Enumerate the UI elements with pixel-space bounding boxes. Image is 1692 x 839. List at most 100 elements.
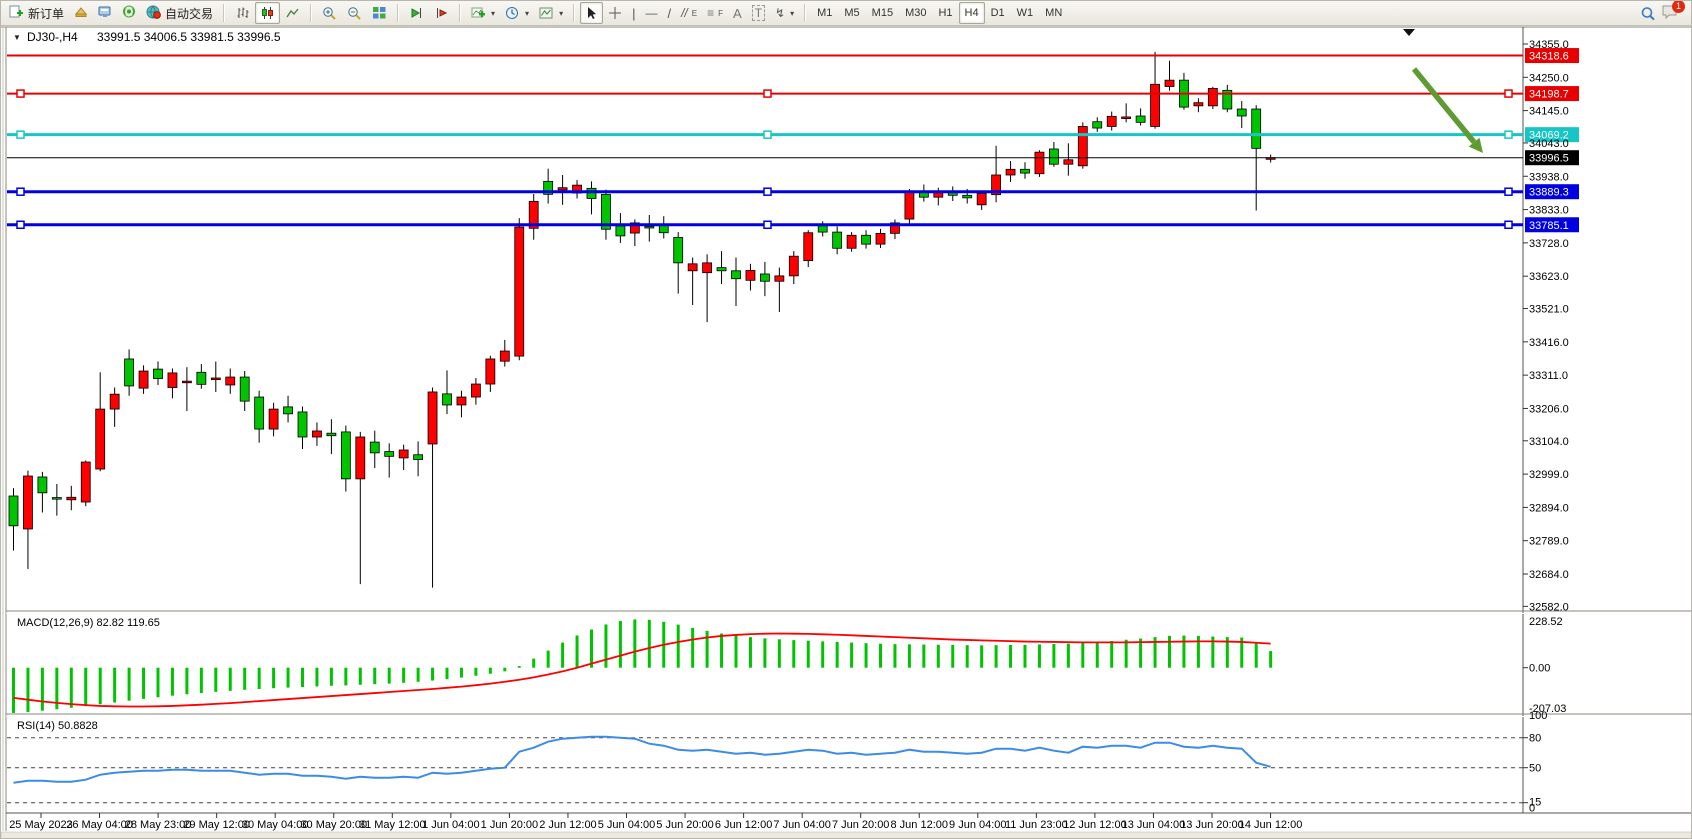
chart-title-symbol: DJ30-,H4 [27,30,78,44]
price-tick-label: 33833.0 [1529,205,1569,217]
line-handle[interactable] [16,187,25,196]
line-handle[interactable] [763,187,772,196]
price-line-badge [1525,48,1579,64]
candle [803,232,814,262]
text-label-button[interactable]: T [747,2,770,24]
candle [485,358,496,385]
line-handle[interactable] [1504,220,1513,230]
chart-shift-marker[interactable] [1403,29,1415,36]
candle [283,406,293,415]
arrows-icon: ↯ [775,6,786,20]
timeframe-button-m30[interactable]: M30 [905,7,927,19]
fibonacci-icon: ≡ [707,6,715,20]
timeframe-button-m1[interactable]: M1 [817,7,833,19]
timeframe-button-d1[interactable]: D1 [990,7,1005,19]
candle [644,225,655,229]
line-handle[interactable] [763,89,772,98]
candle [817,225,828,233]
candle [1222,89,1233,110]
candle [153,368,163,380]
candle [601,193,611,230]
time-tick-label: 11 Jun 23:00 [1005,819,1068,831]
crosshair-button[interactable] [603,2,627,24]
horizontal-line-button[interactable]: — [640,2,662,24]
tile-windows-button[interactable] [367,2,392,24]
trendline-button[interactable]: / [662,2,676,24]
toolbar-group-charttype [227,1,308,25]
line-handle[interactable] [1504,89,1513,98]
price-tick-label: 32582.0 [1529,601,1569,613]
line-chart-button[interactable] [280,2,305,24]
annotation-arrow[interactable] [1411,67,1477,144]
indicators-button[interactable]: ▾ [466,2,500,24]
time-tick-label: 9 Jun 04:00 [949,819,1007,831]
price-tick-label: 32789.0 [1529,536,1569,548]
line-handle[interactable] [16,130,25,139]
line-handle[interactable] [16,220,25,230]
chevron-down-icon: ▾ [525,8,530,18]
timeframe-button-m5[interactable]: M5 [844,7,860,19]
toolbar-separator [310,4,313,22]
price-line-badge-label: 34198.7 [1529,89,1569,101]
bar-chart-button[interactable] [230,2,255,24]
auto-trading-icon [146,5,161,22]
auto-scroll-button[interactable] [404,2,429,24]
line-handle[interactable] [763,130,772,139]
periods-button[interactable]: ▾ [500,2,534,24]
price-tick-label: 33938.0 [1529,171,1569,183]
timeframe-button-w1[interactable]: W1 [1016,7,1034,19]
candle [23,475,33,530]
candle [1135,115,1146,123]
candle [1251,108,1262,149]
time-tick-label: 8 Jun 12:00 [891,819,949,831]
channel-button[interactable]: //E [676,2,702,24]
timeframe-button-mn[interactable]: MN [1045,7,1063,19]
timeframe-button-h4[interactable]: H4 [958,2,985,24]
market-watch-button[interactable] [69,2,93,24]
toolbar-group-objects: ▾ ▾ ▾ [463,1,571,25]
vertical-line-button[interactable]: | [627,2,640,24]
notification-badge: 1 [1672,1,1685,13]
candle [1150,83,1160,127]
candle [167,372,178,388]
time-tick-label: 6 Jun 12:00 [715,819,773,831]
current-price-badge-label: 33996.5 [1529,153,1569,165]
templates-button[interactable]: ▾ [534,2,568,24]
line-handle[interactable] [763,220,772,230]
line-handle[interactable] [1504,187,1513,196]
timeframe-button-m15[interactable]: M15 [871,7,894,19]
timeframe-button-h1[interactable]: H1 [938,7,953,19]
rsi-tick-label: 80 [1529,733,1541,745]
rsi-tick-label: 50 [1529,763,1541,775]
zoom-out-button[interactable] [342,2,367,24]
time-tick-label: 13 Jun 20:00 [1180,819,1244,831]
text-button[interactable]: A [728,2,747,24]
search-button[interactable] [1635,2,1661,24]
terminal-button[interactable] [93,2,117,24]
line-handle[interactable] [16,89,25,98]
candle [774,275,785,282]
notifications-button[interactable]: 1 [1661,1,1685,23]
cursor-button[interactable] [580,2,604,24]
macd-label: MACD(12,26,9) 82.82 119.65 [17,617,160,629]
new-order-button[interactable]: 新订单 [4,2,69,24]
candle-chart-button[interactable] [255,2,281,24]
candle [788,255,799,277]
line-handle[interactable] [1504,130,1513,139]
candle [1063,159,1074,165]
arrows-button[interactable]: ↯ ▾ [770,2,799,24]
signals-button[interactable] [117,2,141,24]
chart-canvas[interactable]: 34318.6 34198.7 34069.2 33889.3 33785.1 33996… [1,25,1692,839]
candle [557,187,568,191]
fibonacci-button[interactable]: ≡ F [702,2,728,24]
horizontal-scrollbar[interactable] [1,831,1692,839]
zoom-in-button[interactable] [317,2,342,24]
auto-trading-button[interactable]: 自动交易 [141,2,218,24]
toolbar-separator [804,4,807,22]
toolbar-separator [573,4,576,22]
chart-shift-button[interactable] [429,2,454,24]
price-line-badge-label: 33785.1 [1529,220,1569,232]
rsi-tick-label: 15 [1529,797,1541,809]
toolbar-group-trade: 新订单 自动交易 [1,1,221,25]
candle [1005,168,1016,176]
